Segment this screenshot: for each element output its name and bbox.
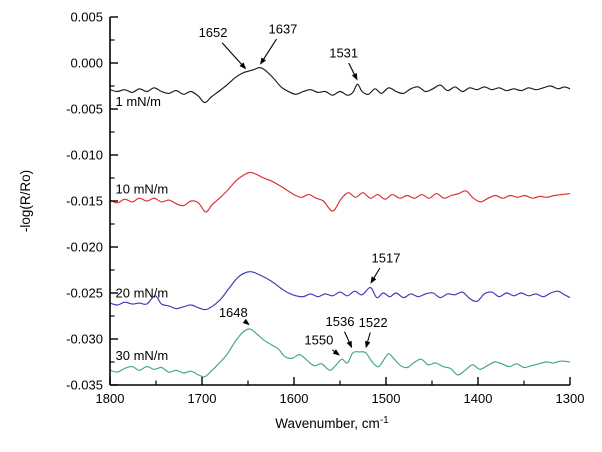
- series-label-1mNm: 1 mN/m: [116, 94, 161, 109]
- annotation-arrowhead: [365, 340, 371, 349]
- series-label-10mNm: 10 mN/m: [116, 182, 169, 197]
- annotation-label: 1531: [329, 45, 358, 60]
- x-tick-label: 1500: [372, 391, 401, 406]
- spectrum-curve-10mNm: [109, 171, 571, 213]
- annotation-arrow-line: [344, 331, 350, 343]
- ticks-layer: [109, 16, 571, 386]
- spectrum-curve-1mNm: [109, 66, 571, 104]
- y-tick-label: -0.035: [66, 378, 103, 393]
- annotation-arrow-line: [221, 42, 242, 65]
- annotation-label: 1536: [326, 314, 355, 329]
- series-label-30mNm: 30 mN/m: [116, 348, 169, 363]
- annotation-arrowhead: [260, 57, 266, 65]
- annotation-arrow-line: [367, 332, 371, 342]
- annotation-label: 1550: [304, 332, 333, 347]
- annotation-arrowhead: [346, 340, 352, 349]
- x-tick-label: 1700: [188, 391, 217, 406]
- y-tick-label: 0.000: [70, 56, 103, 71]
- annotation-arrowhead: [370, 276, 377, 284]
- annotation-label: 1637: [268, 21, 297, 36]
- annotation-arrow-line: [348, 62, 355, 75]
- tick-labels-layer: 1800 1700 1600 1500 1400 1300 0.005 0.000 -0.005…: [66, 10, 584, 407]
- annotation-arrow-line: [263, 38, 277, 60]
- annotation-arrowhead: [239, 62, 247, 70]
- y-tick-label: -0.030: [66, 332, 103, 347]
- annotation-label: 1517: [372, 251, 401, 266]
- annotation-label: 1652: [199, 25, 228, 40]
- annotation-arrowhead: [242, 318, 250, 326]
- y-tick-label: 0.005: [70, 10, 103, 25]
- y-tick-label: -0.020: [66, 240, 103, 255]
- y-tick-label: -0.010: [66, 148, 103, 163]
- annotation-arrowhead: [351, 73, 358, 81]
- y-tick-label: -0.015: [66, 194, 103, 209]
- annotations-layer: 1652 1637 1531 1517 1648 1550 1536 1522: [199, 21, 401, 356]
- y-axis-title: -log(R/Ro): [18, 170, 33, 232]
- x-tick-label: 1300: [556, 391, 585, 406]
- annotation-arrowhead: [332, 349, 340, 356]
- curves-layer: [109, 66, 571, 378]
- annotation-label: 1522: [359, 315, 388, 330]
- annotation-arrow-line: [332, 349, 335, 352]
- axis-titles-layer: Wavenumber, cm-1 -log(R/Ro): [18, 170, 389, 431]
- y-tick-label: -0.025: [66, 286, 103, 301]
- series-label-20mNm: 20 mN/m: [116, 286, 169, 301]
- spectrum-curve-30mNm: [109, 328, 571, 378]
- x-axis-title: Wavenumber, cm-1: [275, 415, 389, 432]
- x-tick-label: 1600: [280, 391, 309, 406]
- y-tick-label: -0.005: [66, 102, 103, 117]
- x-tick-label: 1800: [96, 391, 125, 406]
- spectrum-curve-20mNm: [109, 271, 571, 311]
- series-labels-layer: 1 mN/m 10 mN/m 20 mN/m 30 mN/m: [116, 94, 169, 363]
- annotation-label: 1648: [219, 305, 248, 320]
- x-tick-label: 1400: [464, 391, 493, 406]
- annotation-arrow-line: [373, 267, 381, 279]
